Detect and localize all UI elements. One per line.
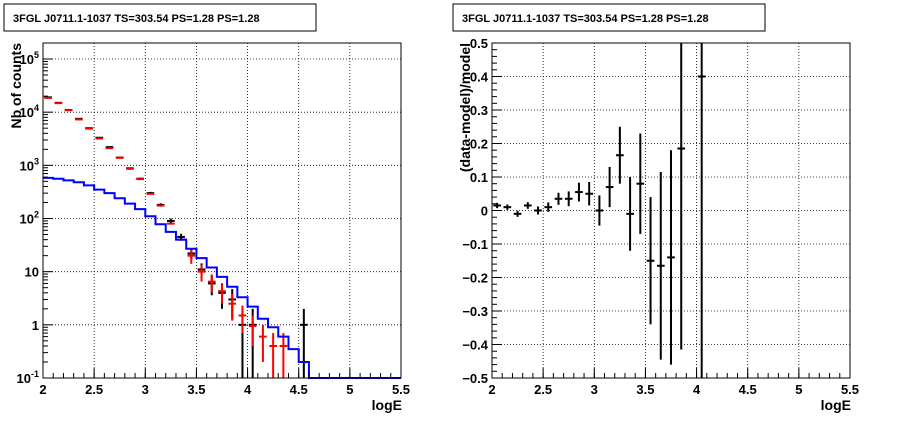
left-title: 3FGL J0711.1-1037 TS=303.54 PS=1.28 PS=1… bbox=[13, 13, 260, 25]
x-tick-label: 4 bbox=[693, 382, 701, 397]
x-tick-label: 4.5 bbox=[290, 382, 308, 397]
y-tick-label: 103 bbox=[20, 156, 39, 173]
x-tick-label: 5 bbox=[346, 382, 353, 397]
x-tick-label: 5.5 bbox=[392, 382, 410, 397]
x-tick-label: 3 bbox=[591, 382, 598, 397]
y-tick-label: 10 bbox=[25, 265, 39, 280]
counts-panel: 3FGL J0711.1-1037 TS=303.54 PS=1.28 PS=1… bbox=[3, 3, 410, 413]
x-tick-label: 2 bbox=[39, 382, 46, 397]
residual-panel: 3FGL J0711.1-1037 TS=303.54 PS=1.28 PS=1… bbox=[452, 3, 859, 413]
x-tick-label: 2 bbox=[488, 382, 495, 397]
y-tick-label: 0 bbox=[481, 204, 488, 219]
series-source-model bbox=[43, 176, 401, 379]
left-axes: 2 2.5 3 3.5 4 4.5 5 5.5 10-1 1 10 102 103 104 105 bbox=[17, 42, 410, 397]
y-tick-label: −0.4 bbox=[462, 338, 488, 353]
y-tick-label: 1 bbox=[32, 318, 39, 333]
right-title-box bbox=[452, 3, 766, 32]
series-model-total bbox=[44, 96, 288, 378]
source-model-step bbox=[43, 176, 401, 379]
y-tick-label: 0.3 bbox=[470, 103, 488, 118]
right-grid bbox=[492, 43, 850, 378]
y-tick-label: 10-1 bbox=[17, 369, 39, 386]
left-title-box bbox=[3, 3, 317, 32]
right-title: 3FGL J0711.1-1037 TS=303.54 PS=1.28 PS=1… bbox=[462, 13, 709, 25]
y-tick-label: 0.1 bbox=[470, 170, 488, 185]
x-tick-label: 5 bbox=[795, 382, 802, 397]
x-tick-label: 4.5 bbox=[739, 382, 757, 397]
y-tick-label: 102 bbox=[20, 210, 39, 227]
right-y-axis-title: (data-model)/model bbox=[457, 43, 473, 172]
x-tick-label: 3 bbox=[142, 382, 149, 397]
plot-frame bbox=[491, 42, 851, 379]
y-tick-label: −0.3 bbox=[462, 304, 488, 319]
x-tick-label: 4 bbox=[244, 382, 252, 397]
left-series bbox=[43, 96, 401, 379]
y-tick-label: 0.4 bbox=[470, 70, 489, 85]
y-tick-label: −0.1 bbox=[462, 237, 488, 252]
left-y-axis-title: Nb of counts bbox=[8, 43, 24, 129]
x-tick-label: 3.5 bbox=[636, 382, 654, 397]
series-points bbox=[493, 43, 706, 378]
x-tick-label: 2.5 bbox=[85, 382, 103, 397]
y-tick-label: 0.2 bbox=[470, 137, 488, 152]
plot-frame bbox=[42, 42, 402, 379]
y-tick-label: 105 bbox=[20, 50, 39, 67]
right-series bbox=[493, 43, 706, 378]
left-grid bbox=[43, 43, 401, 378]
right-x-axis-title: logE bbox=[821, 397, 851, 413]
x-tick-label: 5.5 bbox=[841, 382, 859, 397]
y-tick-label: 0.5 bbox=[470, 36, 488, 51]
y-tick-label: −0.2 bbox=[462, 271, 488, 286]
x-tick-label: 3.5 bbox=[187, 382, 205, 397]
left-x-axis-title: logE bbox=[372, 397, 402, 413]
right-axes: 2 2.5 3 3.5 4 4.5 5 5.5 −0.5 −0.4 −0.3 −0.2 −0.1 0 0.1… bbox=[462, 36, 859, 397]
x-tick-label: 2.5 bbox=[534, 382, 552, 397]
y-tick-label: −0.5 bbox=[462, 371, 488, 386]
y-tick-label: 104 bbox=[20, 103, 39, 120]
